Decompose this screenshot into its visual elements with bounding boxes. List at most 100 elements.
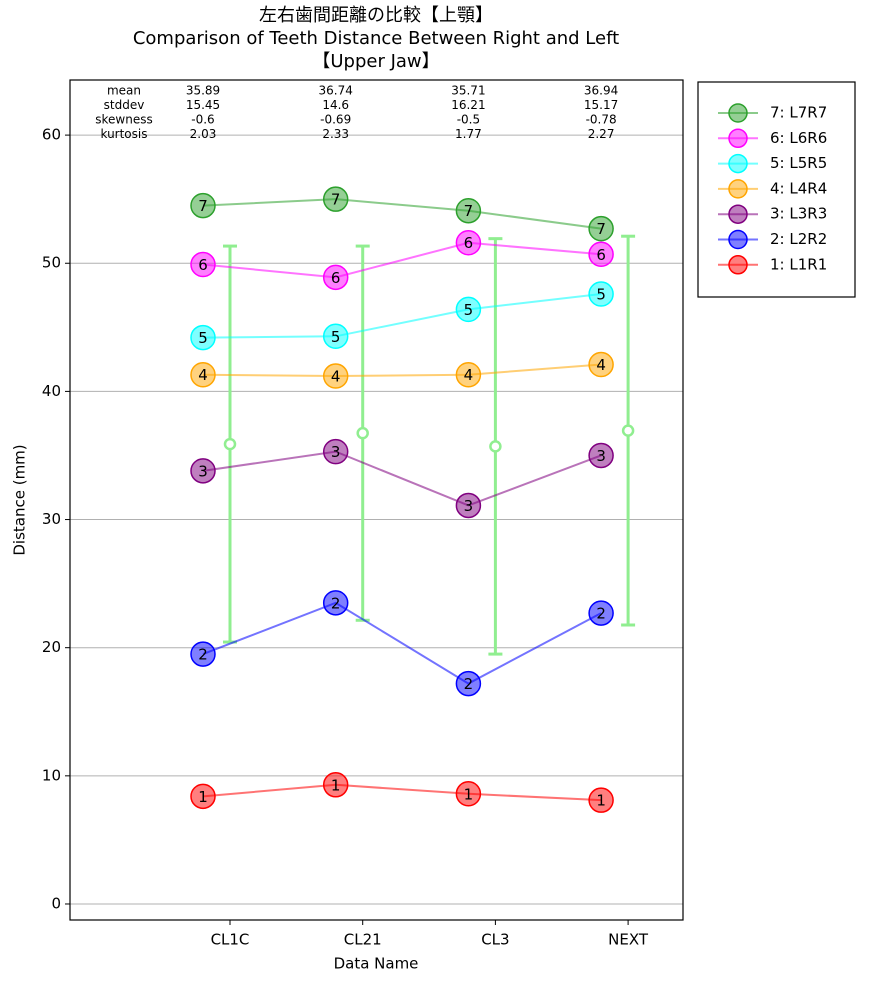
point (322, 590, 349, 616)
point (588, 241, 614, 268)
point-label: 2 (464, 675, 474, 693)
point (190, 641, 216, 667)
stat-value: 2.03 (190, 127, 217, 141)
stat-value: -0.69 (320, 113, 351, 127)
legend-label: 6: L6R6 (770, 129, 827, 147)
point (190, 324, 216, 351)
legend-label: 2: L2R2 (770, 230, 827, 248)
series-line (202, 198, 602, 230)
legend-marker (728, 204, 748, 224)
legend-label: 7: L7R7 (770, 104, 827, 122)
legend-label: 4: L4R4 (770, 179, 827, 197)
stat-value: -0.6 (191, 113, 214, 127)
legend-label: 3: L3R3 (770, 205, 827, 223)
mean-marker (356, 426, 369, 440)
point-label: 6 (198, 256, 208, 274)
y-tick-label: 10 (42, 766, 61, 784)
point (588, 215, 614, 242)
point-label: 3 (596, 447, 606, 465)
point-label: 7 (464, 202, 474, 220)
point-label: 7 (198, 197, 208, 215)
stat-value: 14.6 (322, 98, 349, 112)
point (322, 438, 349, 465)
legend-label: 5: L5R5 (770, 154, 827, 172)
point-label: 7 (331, 191, 341, 209)
series-line (202, 450, 602, 507)
legend-label: 1: L1R1 (770, 255, 827, 273)
point-label: 4 (198, 366, 208, 384)
point-label: 1 (464, 785, 474, 803)
point-label: 6 (331, 269, 341, 287)
point-label: 3 (198, 462, 208, 480)
legend-marker (728, 153, 748, 174)
point (322, 323, 349, 350)
point-label: 5 (596, 286, 606, 304)
point (455, 197, 482, 224)
point (190, 783, 216, 810)
point-label: 4 (464, 366, 474, 384)
point-label: 5 (464, 301, 474, 319)
point-label: 1 (198, 788, 208, 806)
y-tick-label: 40 (42, 382, 61, 400)
point-label: 1 (331, 776, 341, 794)
series-line (202, 293, 602, 339)
stat-name: kurtosis (100, 127, 147, 141)
point (322, 186, 349, 212)
mean-marker (489, 440, 502, 453)
x-tick-label: CL3 (481, 931, 509, 949)
y-tick-label: 30 (42, 510, 61, 528)
point-label: 3 (464, 497, 474, 515)
y-axis-label: Distance (mm) (11, 444, 29, 555)
y-tick-label: 50 (42, 254, 61, 272)
stat-value: 1.77 (455, 127, 482, 141)
series-line (202, 363, 602, 378)
stat-value: 16.21 (451, 98, 485, 112)
point (588, 351, 614, 378)
y-tick-label: 60 (42, 126, 61, 144)
point (190, 192, 216, 219)
stat-name: stddev (104, 98, 145, 112)
legend-marker (728, 179, 748, 199)
point-label: 2 (198, 646, 208, 664)
point-label: 2 (596, 605, 606, 623)
point-label: 4 (331, 368, 341, 386)
legend-marker (728, 255, 748, 275)
point (322, 363, 349, 389)
point (588, 787, 614, 813)
point-label: 1 (596, 792, 606, 810)
stat-value: 2.33 (322, 127, 349, 141)
stat-name: skewness (95, 113, 152, 127)
point (190, 361, 216, 388)
legend-marker (728, 103, 748, 123)
chart-title: 左右歯間距離の比較【上顎】 (259, 5, 493, 26)
legend-marker (728, 229, 748, 250)
x-tick-label: CL21 (344, 931, 382, 949)
legend-marker (728, 128, 748, 149)
mean-marker (621, 424, 635, 437)
point (322, 772, 349, 798)
stat-value: -0.5 (457, 113, 480, 127)
point (455, 296, 482, 323)
mean-marker (223, 437, 237, 451)
stat-value: 36.74 (319, 84, 353, 98)
point (588, 281, 614, 307)
stat-value: 15.45 (186, 98, 220, 112)
stat-value: 35.71 (451, 84, 485, 98)
y-tick-label: 20 (42, 638, 61, 656)
point (190, 251, 216, 278)
x-tick-label: NEXT (608, 931, 649, 949)
point-label: 6 (596, 246, 606, 264)
stat-value: 15.17 (584, 98, 618, 112)
point (588, 442, 614, 469)
point (455, 492, 482, 519)
point (588, 600, 614, 626)
point (455, 229, 482, 256)
point (190, 458, 216, 484)
point-label: 2 (331, 594, 341, 612)
point (455, 670, 482, 697)
chart-title: Comparison of Teeth Distance Between Rig… (133, 28, 619, 49)
point-label: 5 (198, 329, 208, 347)
stat-name: mean (107, 84, 141, 98)
point-label: 6 (464, 234, 474, 252)
